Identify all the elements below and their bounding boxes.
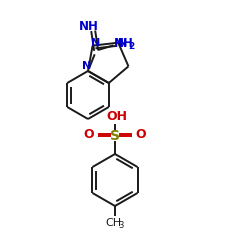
Text: O: O (84, 128, 94, 141)
Text: NH: NH (79, 20, 99, 33)
Text: N: N (118, 38, 127, 48)
Text: NH: NH (114, 37, 133, 50)
Text: S: S (110, 129, 120, 143)
Text: O: O (136, 128, 146, 141)
Text: OH: OH (106, 110, 128, 122)
Text: N: N (82, 61, 91, 71)
Text: CH: CH (105, 218, 121, 228)
Text: N: N (91, 38, 100, 48)
Text: 2: 2 (128, 42, 134, 51)
Text: 3: 3 (118, 222, 124, 230)
